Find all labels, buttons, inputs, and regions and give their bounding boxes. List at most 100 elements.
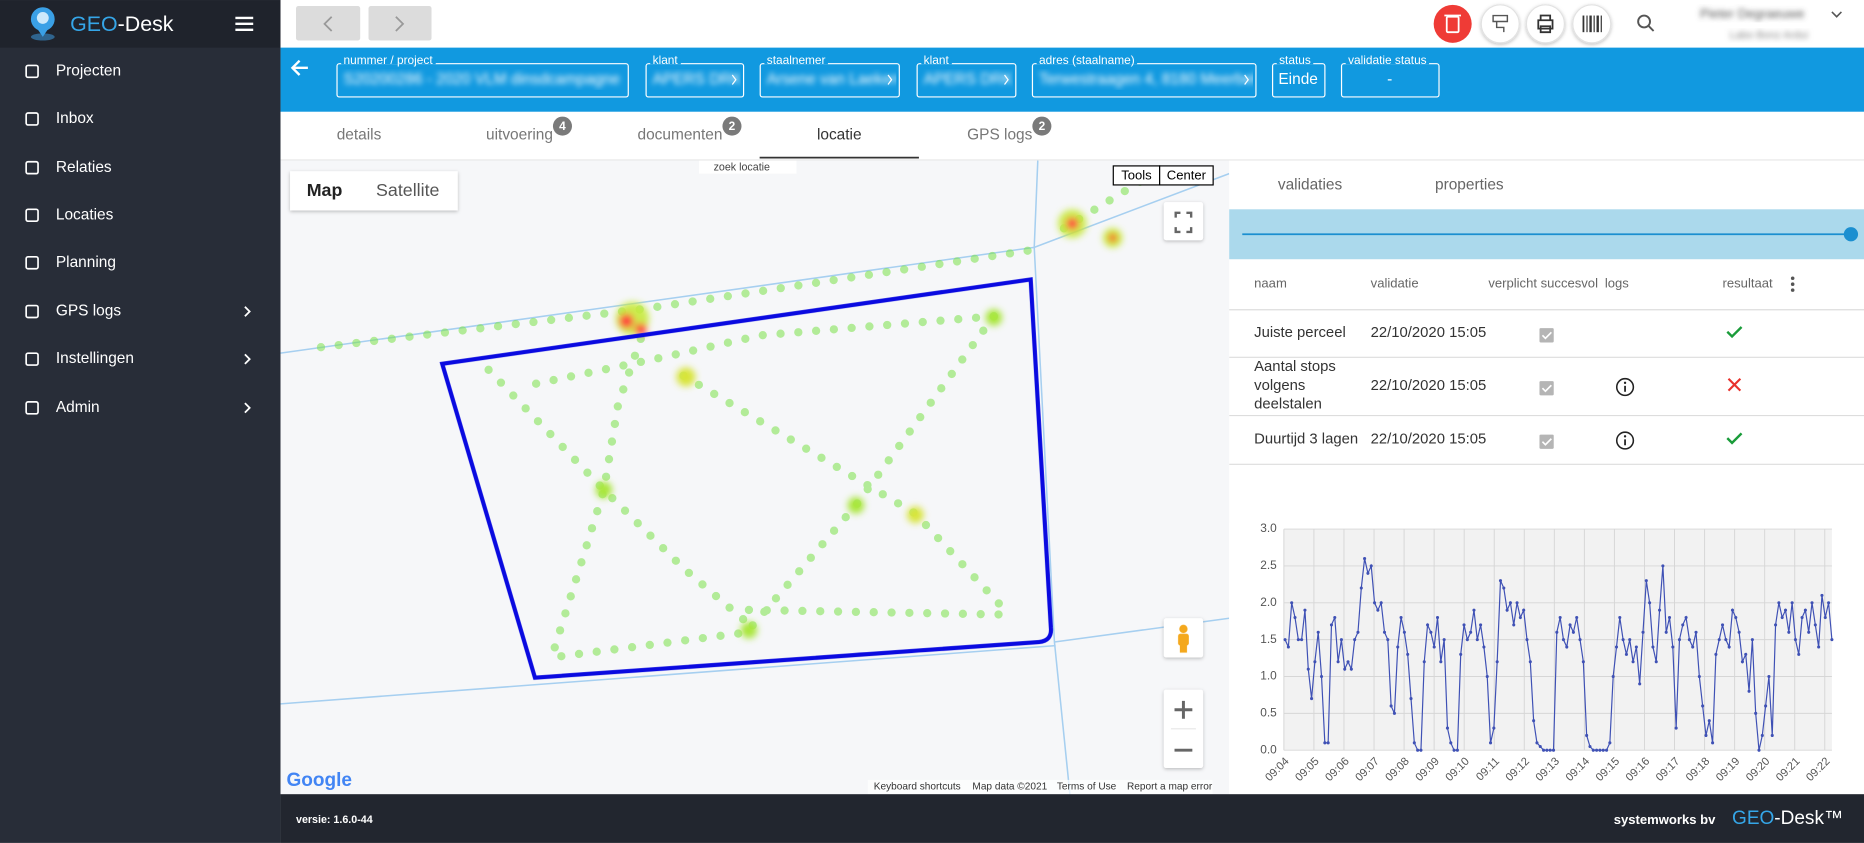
data-point: [1469, 630, 1473, 634]
field-box[interactable]: [916, 63, 1017, 98]
menu-icon: [25, 208, 39, 223]
data-point: [1419, 748, 1423, 752]
attribution-link[interactable]: Map data ©2021: [972, 782, 1047, 793]
data-point: [1608, 741, 1612, 745]
menu-label: Planning: [56, 254, 116, 271]
field-label-bg: [650, 58, 681, 65]
menu-label: Projecten: [56, 62, 121, 79]
zoom-in[interactable]: [1174, 700, 1193, 719]
delete-button[interactable]: [1433, 4, 1472, 43]
footer: [280, 794, 1864, 843]
data-point: [1363, 557, 1367, 561]
data-point: [1306, 667, 1310, 671]
map-type-satellite[interactable]: Satellite: [376, 180, 440, 200]
tab-label[interactable]: uitvoering: [486, 127, 553, 144]
data-point: [1575, 615, 1579, 620]
data-point: [1797, 652, 1801, 656]
fullscreen-button[interactable]: [1163, 202, 1204, 241]
data-point: [1830, 638, 1834, 642]
column-menu-dot[interactable]: [1790, 282, 1795, 286]
menu-icon: [25, 160, 39, 175]
data-point: [1379, 601, 1383, 605]
menu-toggle[interactable]: [235, 16, 254, 31]
data-point: [1313, 660, 1317, 664]
map-type-map[interactable]: Map: [307, 180, 343, 200]
row-date: 22/10/2020 15:05: [1371, 325, 1487, 341]
speed-chart: 0.00.51.01.52.02.53.009:04 09:05 09:06 09:0…: [1229, 521, 1864, 795]
tab-label[interactable]: GPS logs: [967, 127, 1032, 144]
menu-item[interactable]: [0, 48, 281, 96]
field-value: Terwestraagen 4, 8180 Meerbeke: [1039, 71, 1269, 88]
back-icon: [323, 16, 333, 32]
menu-item[interactable]: [0, 95, 281, 143]
data-point: [1774, 623, 1778, 627]
data-point: [1495, 660, 1499, 664]
data-point: [1694, 630, 1698, 634]
data-point: [1585, 733, 1589, 738]
menu-item[interactable]: [0, 144, 281, 192]
tab-label[interactable]: documenten: [637, 127, 722, 144]
data-point: [1555, 630, 1559, 634]
field-box[interactable]: [645, 63, 745, 98]
panel-tab[interactable]: validaties: [1278, 177, 1343, 194]
print-button[interactable]: [1525, 4, 1566, 44]
menu-item[interactable]: [0, 384, 281, 432]
data-point: [1462, 623, 1466, 627]
row-name: Duurtijd 3 lagen: [1254, 431, 1358, 447]
tab-label[interactable]: details: [337, 127, 382, 144]
data-point: [1744, 652, 1748, 656]
result-fail: [1727, 377, 1742, 392]
data-point: [1472, 608, 1476, 612]
timeline-knob[interactable]: [1843, 227, 1859, 242]
menu-item[interactable]: [0, 239, 281, 287]
data-point: [1777, 601, 1781, 605]
data-point: [1611, 674, 1615, 679]
data-point: [1618, 615, 1622, 620]
menu-label: Admin: [56, 399, 100, 416]
search-button[interactable]: [1637, 14, 1655, 32]
menu-icon: [25, 64, 39, 79]
attribution-link[interactable]: Terms of Use: [1057, 782, 1117, 793]
user-menu-caret[interactable]: [1831, 11, 1842, 18]
back-button[interactable]: [296, 6, 361, 41]
forward-button[interactable]: [368, 6, 432, 41]
menu-item[interactable]: [0, 288, 281, 336]
menu-item[interactable]: [0, 335, 281, 383]
company: systemworks bv: [1614, 812, 1716, 827]
column-header: verplicht succesvol: [1488, 276, 1598, 291]
logs-info[interactable]: [1615, 377, 1635, 397]
field-label-bg: [764, 58, 828, 65]
field-box[interactable]: [759, 63, 900, 98]
field-caret: [887, 74, 893, 85]
panel-tab[interactable]: properties: [1435, 177, 1504, 194]
field-box[interactable]: [336, 63, 629, 98]
data-point: [1286, 645, 1290, 649]
map-search[interactable]: [699, 160, 797, 174]
data-point: [1737, 630, 1741, 634]
workflow-button[interactable]: [1480, 4, 1520, 44]
menu-item[interactable]: [0, 191, 281, 239]
center-button[interactable]: [1159, 165, 1214, 186]
data-point: [1353, 638, 1357, 642]
field-label-bg: [1345, 58, 1430, 65]
data-point: [1535, 741, 1539, 745]
data-point: [1416, 748, 1420, 752]
data-point: [1442, 638, 1446, 642]
header-back[interactable]: [290, 59, 308, 76]
column-header: resultaat: [1723, 276, 1773, 291]
menu-chevron: [244, 306, 251, 317]
tab-label[interactable]: locatie: [817, 127, 862, 144]
data-point: [1704, 733, 1708, 738]
workflow-icon: [1492, 14, 1509, 33]
attribution-link[interactable]: Report a map error: [1127, 782, 1213, 793]
heat-spots: [595, 209, 1123, 639]
field-label-bg: [921, 58, 952, 65]
data-point: [1783, 608, 1788, 612]
field-box[interactable]: [1031, 63, 1257, 98]
brand: GEO-Desk: [70, 12, 174, 36]
attribution-link[interactable]: Keyboard shortcuts: [874, 782, 961, 793]
footer-brand-suffix: -Desk™: [1774, 808, 1843, 829]
logs-info[interactable]: [1615, 431, 1635, 450]
data-point: [1349, 667, 1353, 671]
data-point: [1369, 564, 1373, 568]
